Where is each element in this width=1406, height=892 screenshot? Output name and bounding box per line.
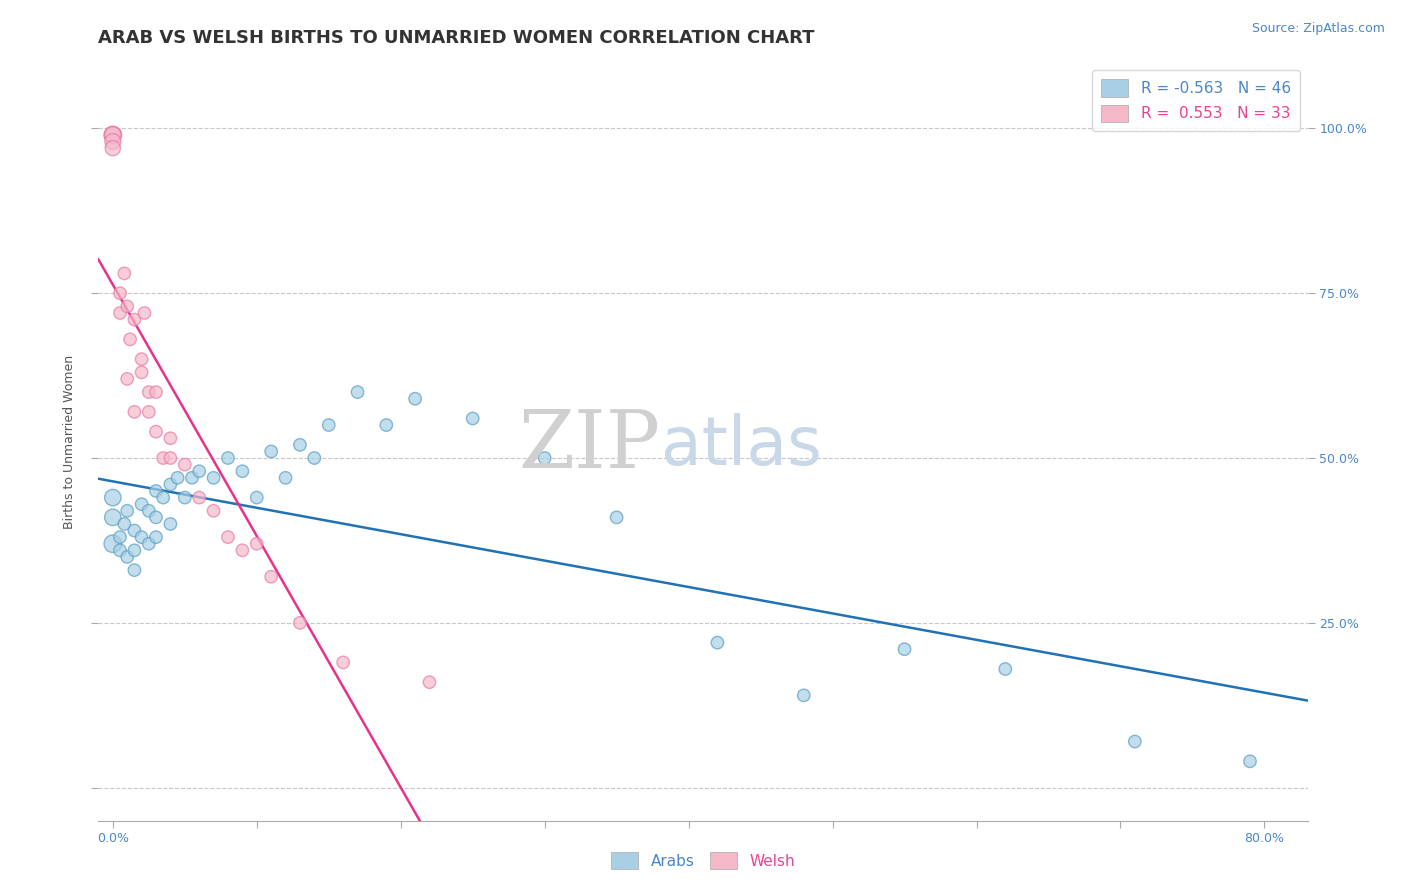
Point <box>124 563 146 577</box>
Point <box>288 438 311 452</box>
Point <box>112 267 135 281</box>
Legend: R = -0.563   N = 46, R =  0.553   N = 33: R = -0.563 N = 46, R = 0.553 N = 33 <box>1092 70 1301 131</box>
Point <box>533 450 555 465</box>
Point <box>173 458 195 472</box>
Point <box>108 530 131 544</box>
Point <box>606 510 628 524</box>
Point <box>152 450 174 465</box>
Point <box>101 135 124 149</box>
Point <box>188 464 211 478</box>
Point <box>101 128 124 142</box>
Point <box>188 491 211 505</box>
Point <box>231 543 253 558</box>
Point <box>893 642 915 657</box>
Text: ZIP: ZIP <box>519 407 661 485</box>
Point <box>181 471 204 485</box>
Point <box>288 615 311 630</box>
Point <box>108 306 131 320</box>
Point <box>1123 734 1146 748</box>
Point <box>124 524 146 538</box>
Point <box>101 141 124 155</box>
Point <box>994 662 1017 676</box>
Point <box>124 312 146 326</box>
Point <box>138 504 160 518</box>
Point <box>138 405 160 419</box>
Point <box>115 299 138 313</box>
Point <box>332 656 354 670</box>
Point <box>131 352 153 367</box>
Point <box>159 450 181 465</box>
Point <box>375 418 398 433</box>
Point <box>159 431 181 445</box>
Point <box>124 543 146 558</box>
Point <box>152 491 174 505</box>
Point <box>159 516 181 531</box>
Point <box>112 516 135 531</box>
Point <box>246 491 269 505</box>
Point <box>173 491 195 505</box>
Text: ARAB VS WELSH BIRTHS TO UNMARRIED WOMEN CORRELATION CHART: ARAB VS WELSH BIRTHS TO UNMARRIED WOMEN … <box>98 29 815 47</box>
Point <box>145 425 167 439</box>
Point <box>131 497 153 511</box>
Point <box>101 491 124 505</box>
Point <box>231 464 253 478</box>
Point <box>304 450 326 465</box>
Y-axis label: Births to Unmarried Women: Births to Unmarried Women <box>62 354 76 529</box>
Point <box>404 392 426 406</box>
Point <box>120 332 142 346</box>
Point <box>274 471 297 485</box>
Point <box>108 286 131 301</box>
Point <box>101 128 124 142</box>
Point <box>131 365 153 379</box>
Point <box>418 675 440 690</box>
Point <box>131 530 153 544</box>
Point <box>145 385 167 400</box>
Point <box>124 405 146 419</box>
Point <box>260 444 283 458</box>
Text: Source: ZipAtlas.com: Source: ZipAtlas.com <box>1251 22 1385 36</box>
Point <box>706 635 728 649</box>
Point <box>145 483 167 498</box>
Point <box>159 477 181 491</box>
Point <box>101 537 124 551</box>
Point <box>260 570 283 584</box>
Point <box>461 411 484 425</box>
Point <box>793 689 815 703</box>
Legend: Arabs, Welsh: Arabs, Welsh <box>605 846 801 875</box>
Point <box>138 537 160 551</box>
Point <box>115 549 138 564</box>
Point <box>101 128 124 142</box>
Point <box>115 372 138 386</box>
Text: atlas: atlas <box>661 413 821 479</box>
Point <box>217 530 239 544</box>
Point <box>115 504 138 518</box>
Point <box>101 510 124 524</box>
Point <box>318 418 340 433</box>
Point <box>202 471 225 485</box>
Point <box>246 537 269 551</box>
Point <box>217 450 239 465</box>
Point <box>108 543 131 558</box>
Point <box>138 385 160 400</box>
Point <box>134 306 156 320</box>
Point <box>346 385 368 400</box>
Point <box>166 471 188 485</box>
Point <box>202 504 225 518</box>
Point <box>145 510 167 524</box>
Point <box>1239 754 1261 768</box>
Point <box>145 530 167 544</box>
